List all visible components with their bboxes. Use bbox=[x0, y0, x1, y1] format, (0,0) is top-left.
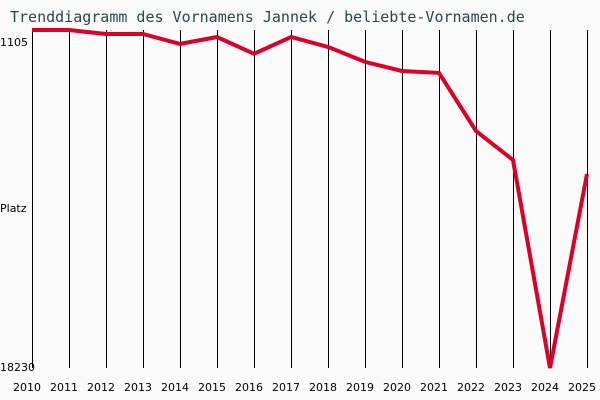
y-tick-top: 1105 bbox=[0, 36, 28, 49]
x-tick-label: 2016 bbox=[235, 381, 263, 394]
x-tick-label: 2024 bbox=[531, 381, 559, 394]
x-tick-label: 2017 bbox=[272, 381, 300, 394]
x-tick-label: 2025 bbox=[568, 381, 596, 394]
x-tick-label: 2020 bbox=[383, 381, 411, 394]
y-axis-label: Platz bbox=[0, 202, 27, 215]
x-tick-label: 2023 bbox=[494, 381, 522, 394]
x-tick-label: 2013 bbox=[124, 381, 152, 394]
x-tick-label: 2012 bbox=[87, 381, 115, 394]
x-tick-label: 2010 bbox=[13, 381, 41, 394]
x-tick-label: 2022 bbox=[457, 381, 485, 394]
x-tick-label: 2011 bbox=[50, 381, 78, 394]
x-tick-label: 2019 bbox=[346, 381, 374, 394]
x-tick-label: 2021 bbox=[420, 381, 448, 394]
series-line bbox=[32, 28, 589, 369]
y-tick-bottom: 18230 bbox=[0, 361, 35, 374]
x-tick-label: 2014 bbox=[161, 381, 189, 394]
chart-title: Trenddiagramm des Vornamens Jannek / bel… bbox=[10, 8, 525, 26]
x-tick-label: 2015 bbox=[198, 381, 226, 394]
x-tick-label: 2018 bbox=[309, 381, 337, 394]
